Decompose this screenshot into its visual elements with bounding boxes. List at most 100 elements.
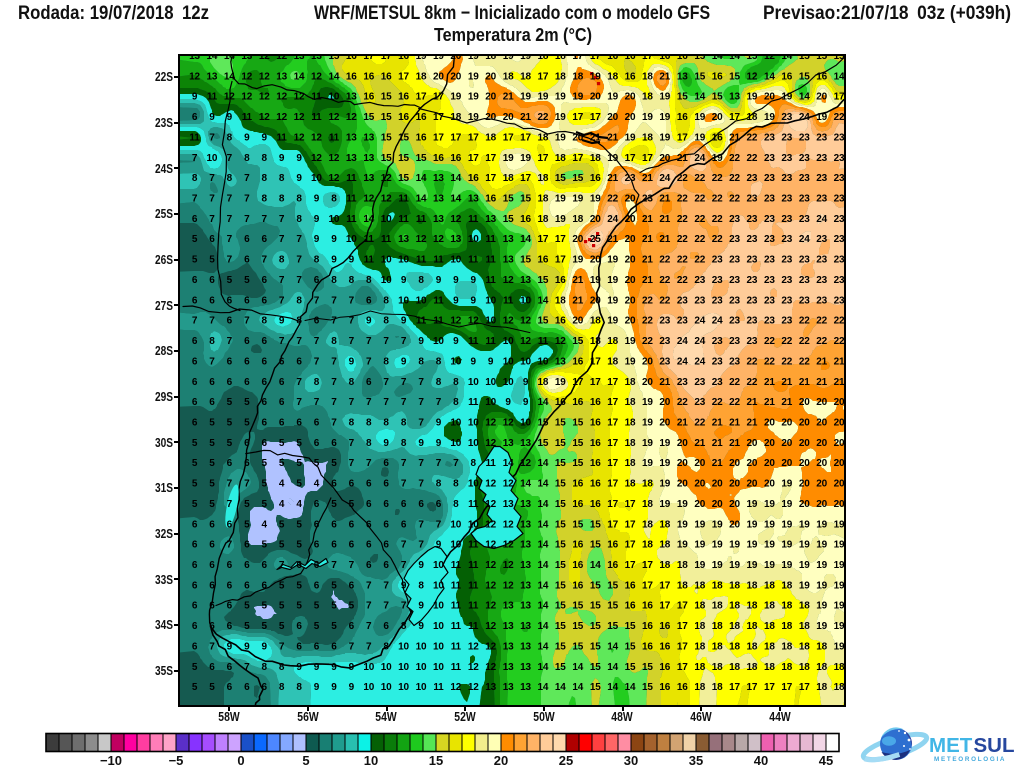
svg-text:12: 12 <box>485 478 496 489</box>
svg-text:20: 20 <box>590 254 601 265</box>
svg-text:6: 6 <box>244 458 250 469</box>
svg-text:7: 7 <box>227 254 233 265</box>
svg-text:23: 23 <box>747 315 758 326</box>
svg-text:22: 22 <box>834 315 845 326</box>
svg-text:6: 6 <box>366 498 372 509</box>
svg-text:18: 18 <box>485 54 496 62</box>
svg-text:22: 22 <box>764 336 775 347</box>
svg-text:6: 6 <box>383 458 389 469</box>
svg-text:15: 15 <box>799 71 810 82</box>
svg-text:21: 21 <box>781 376 792 387</box>
svg-text:17: 17 <box>572 112 583 123</box>
svg-text:19: 19 <box>607 315 618 326</box>
svg-text:10: 10 <box>520 295 531 306</box>
svg-text:20: 20 <box>625 275 636 286</box>
svg-text:6: 6 <box>244 560 250 571</box>
svg-text:17: 17 <box>642 54 653 62</box>
svg-text:18: 18 <box>747 600 758 611</box>
svg-text:7: 7 <box>349 295 355 306</box>
svg-text:6: 6 <box>349 478 355 489</box>
svg-text:13: 13 <box>241 54 252 62</box>
svg-text:9: 9 <box>279 152 285 163</box>
svg-text:23: 23 <box>729 356 740 367</box>
svg-text:8: 8 <box>383 315 389 326</box>
svg-text:6: 6 <box>314 417 320 428</box>
svg-text:19: 19 <box>694 519 705 530</box>
svg-text:8: 8 <box>401 621 407 632</box>
svg-text:17: 17 <box>659 600 670 611</box>
svg-text:15: 15 <box>572 336 583 347</box>
svg-text:21: 21 <box>781 397 792 408</box>
svg-text:18: 18 <box>642 498 653 509</box>
svg-text:9: 9 <box>401 356 407 367</box>
svg-text:15: 15 <box>555 519 566 530</box>
svg-text:14: 14 <box>538 519 549 530</box>
svg-text:19: 19 <box>729 560 740 571</box>
svg-text:17: 17 <box>607 498 618 509</box>
svg-text:6: 6 <box>349 519 355 530</box>
svg-text:23: 23 <box>747 254 758 265</box>
svg-text:7: 7 <box>383 580 389 591</box>
svg-text:9: 9 <box>418 621 424 632</box>
svg-text:19: 19 <box>799 519 810 530</box>
svg-text:6: 6 <box>244 376 250 387</box>
svg-text:9: 9 <box>314 682 320 693</box>
svg-text:8: 8 <box>401 417 407 428</box>
svg-text:5: 5 <box>296 519 302 530</box>
svg-text:6: 6 <box>209 661 215 672</box>
svg-text:5: 5 <box>296 458 302 469</box>
svg-text:5: 5 <box>192 458 198 469</box>
svg-text:17: 17 <box>625 560 636 571</box>
svg-text:23: 23 <box>694 376 705 387</box>
svg-text:9: 9 <box>453 275 459 286</box>
svg-text:7: 7 <box>331 560 337 571</box>
svg-text:15: 15 <box>503 213 514 224</box>
svg-text:13: 13 <box>520 275 531 286</box>
svg-text:9: 9 <box>523 397 529 408</box>
svg-text:22: 22 <box>712 397 723 408</box>
svg-text:18: 18 <box>729 600 740 611</box>
svg-text:12: 12 <box>468 661 479 672</box>
svg-text:6: 6 <box>401 498 407 509</box>
svg-text:22: 22 <box>659 295 670 306</box>
svg-text:19: 19 <box>468 91 479 102</box>
svg-text:19: 19 <box>764 560 775 571</box>
svg-text:15: 15 <box>416 152 427 163</box>
svg-text:10: 10 <box>416 641 427 652</box>
svg-text:13: 13 <box>503 498 514 509</box>
svg-text:13: 13 <box>503 661 514 672</box>
svg-text:12: 12 <box>329 173 340 184</box>
svg-text:17: 17 <box>572 152 583 163</box>
svg-text:19: 19 <box>416 54 427 62</box>
svg-text:18: 18 <box>590 336 601 347</box>
svg-text:6: 6 <box>209 397 215 408</box>
svg-text:5: 5 <box>244 498 250 509</box>
svg-text:18: 18 <box>642 539 653 550</box>
svg-text:19: 19 <box>555 213 566 224</box>
svg-text:12: 12 <box>503 315 514 326</box>
svg-text:11: 11 <box>207 91 218 102</box>
svg-text:6: 6 <box>192 417 198 428</box>
svg-text:18: 18 <box>607 71 618 82</box>
svg-text:8: 8 <box>192 173 198 184</box>
svg-text:22: 22 <box>729 173 740 184</box>
svg-text:9: 9 <box>366 315 372 326</box>
svg-text:5: 5 <box>279 437 285 448</box>
svg-text:14: 14 <box>538 539 549 550</box>
svg-text:16: 16 <box>433 152 444 163</box>
svg-text:16: 16 <box>555 275 566 286</box>
svg-text:16: 16 <box>712 132 723 143</box>
svg-text:24: 24 <box>677 336 688 347</box>
svg-text:12: 12 <box>311 152 322 163</box>
svg-text:20: 20 <box>642 356 653 367</box>
svg-text:16: 16 <box>572 397 583 408</box>
svg-text:7: 7 <box>331 397 337 408</box>
svg-text:7: 7 <box>296 234 302 245</box>
svg-text:13: 13 <box>520 580 531 591</box>
svg-text:19: 19 <box>747 91 758 102</box>
svg-text:17: 17 <box>607 519 618 530</box>
svg-text:6: 6 <box>314 519 320 530</box>
svg-text:15: 15 <box>625 641 636 652</box>
svg-text:12: 12 <box>346 112 357 123</box>
svg-text:19: 19 <box>503 54 514 62</box>
